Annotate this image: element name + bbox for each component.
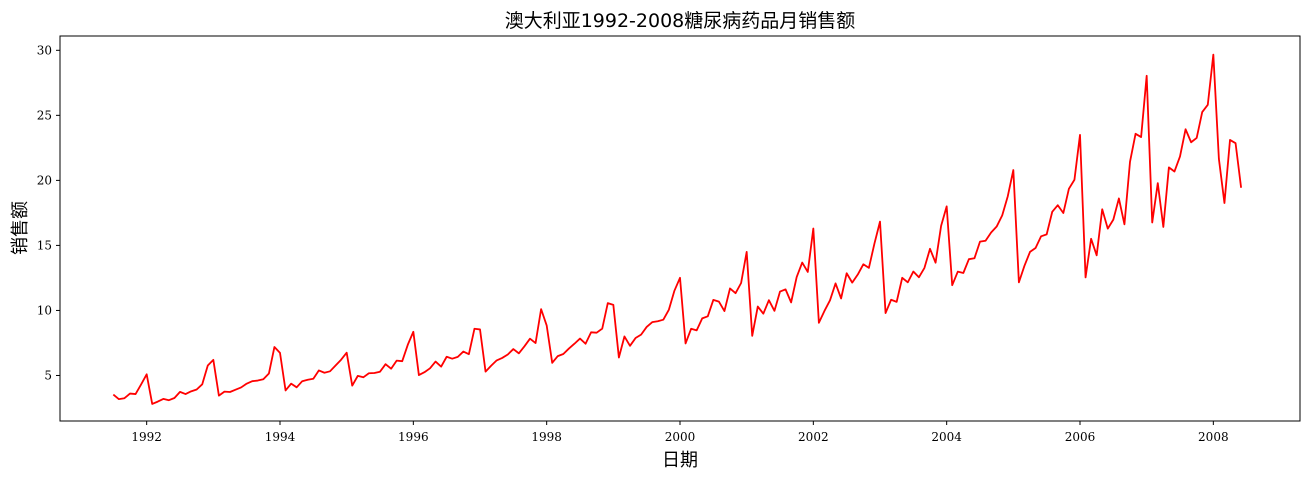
x-tick-label: 1994 (265, 430, 296, 444)
y-axis-title: 销售额 (10, 201, 31, 255)
x-axis: 1992 1994 1996 1998 2000 2002 2004 2006 2008 (131, 421, 1229, 444)
x-tick-label: 2000 (665, 430, 696, 444)
x-tick-label: 2006 (1065, 430, 1096, 444)
x-tick-label: 1996 (398, 430, 429, 444)
x-tick-label: 2008 (1198, 430, 1229, 444)
y-tick-label: 20 (37, 173, 52, 187)
x-axis-title: 日期 (662, 450, 698, 471)
x-tick-label: 2004 (931, 430, 962, 444)
x-tick-label: 2002 (798, 430, 829, 444)
y-tick-label: 25 (37, 108, 52, 122)
y-tick-label: 10 (37, 303, 52, 317)
y-tick-label: 15 (37, 238, 52, 252)
y-tick-label: 5 (44, 368, 52, 382)
chart-title: 澳大利亚1992-2008糖尿病药品月销售额 (505, 10, 856, 32)
y-axis: 5 10 15 20 25 30 (37, 43, 60, 382)
x-tick-label: 1998 (531, 430, 562, 444)
sales-series-line (112, 53, 1243, 405)
y-tick-label: 30 (37, 43, 52, 57)
plot-frame (59, 35, 1301, 422)
x-tick-label: 1992 (131, 430, 162, 444)
